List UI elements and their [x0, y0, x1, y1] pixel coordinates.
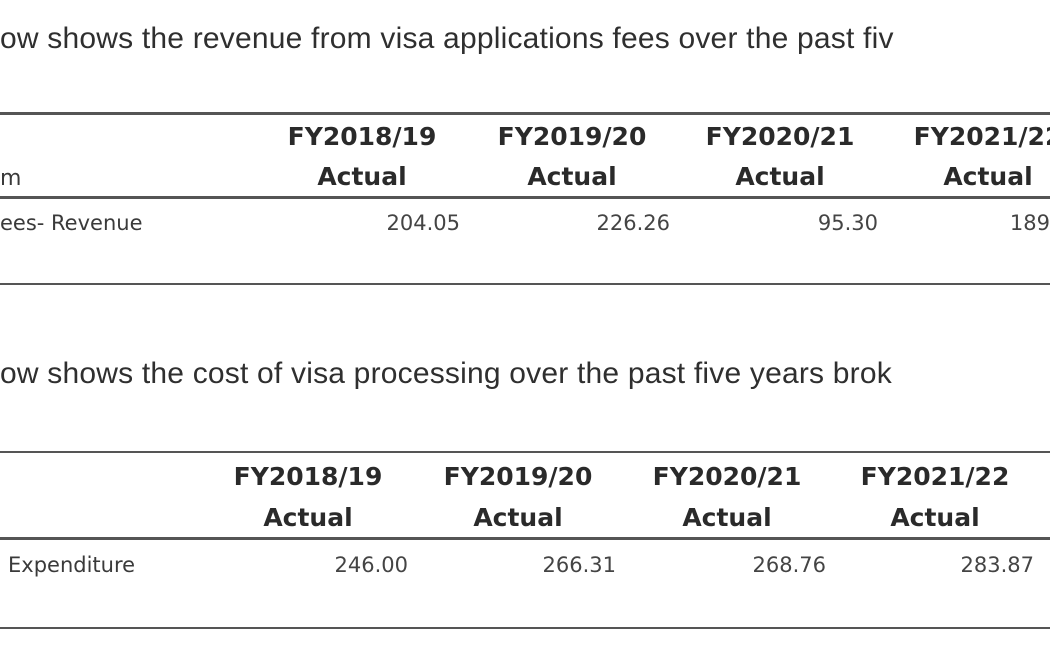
table2-header-actual-4: Actual	[890, 503, 980, 532]
table2-header-year-3: FY2020/21	[652, 462, 802, 491]
cost-intro-paragraph: ow shows the cost of visa processing ove…	[0, 357, 892, 390]
table2-top-rule	[0, 451, 1050, 453]
table2-bottom-rule	[0, 627, 1050, 629]
table2-header-rule	[0, 537, 1050, 540]
table2-value-1: 246.00	[334, 553, 408, 577]
revenue-intro-paragraph: ow shows the revenue from visa applicati…	[0, 22, 894, 55]
table2-header-year-4: FY2021/22	[860, 462, 1010, 491]
table1-top-rule	[0, 112, 1050, 115]
table1-value-4: 189	[1009, 211, 1050, 235]
table1-header-year-4: FY2021/22	[913, 122, 1050, 151]
table1-header-year-1: FY2018/19	[287, 122, 437, 151]
table1-header-actual-2: Actual	[527, 162, 617, 191]
table1-header-actual-4: Actual	[943, 162, 1033, 191]
table1-header-actual-3: Actual	[735, 162, 825, 191]
table2-header-actual-2: Actual	[473, 503, 563, 532]
table2-row-label: Expenditure	[8, 553, 136, 577]
table2-header-actual-1: Actual	[263, 503, 353, 532]
table1-value-2: 226.26	[596, 211, 670, 235]
table1-row-label: ees- Revenue	[0, 211, 143, 235]
table1-header-item: m	[0, 166, 22, 191]
table1-value-3: 95.30	[817, 211, 878, 235]
table1-header-year-2: FY2019/20	[497, 122, 647, 151]
table2-value-3: 268.76	[752, 553, 826, 577]
table2-value-2: 266.31	[542, 553, 616, 577]
table1-bottom-rule	[0, 283, 1050, 285]
table2-value-4: 283.87	[960, 553, 1034, 577]
table2-header-year-2: FY2019/20	[443, 462, 593, 491]
table1-header-actual-1: Actual	[317, 162, 407, 191]
table1-header-rule	[0, 196, 1050, 199]
table1-header-year-3: FY2020/21	[705, 122, 855, 151]
table1-value-1: 204.05	[386, 211, 460, 235]
table2-header-actual-3: Actual	[682, 503, 772, 532]
table2-header-year-1: FY2018/19	[233, 462, 383, 491]
